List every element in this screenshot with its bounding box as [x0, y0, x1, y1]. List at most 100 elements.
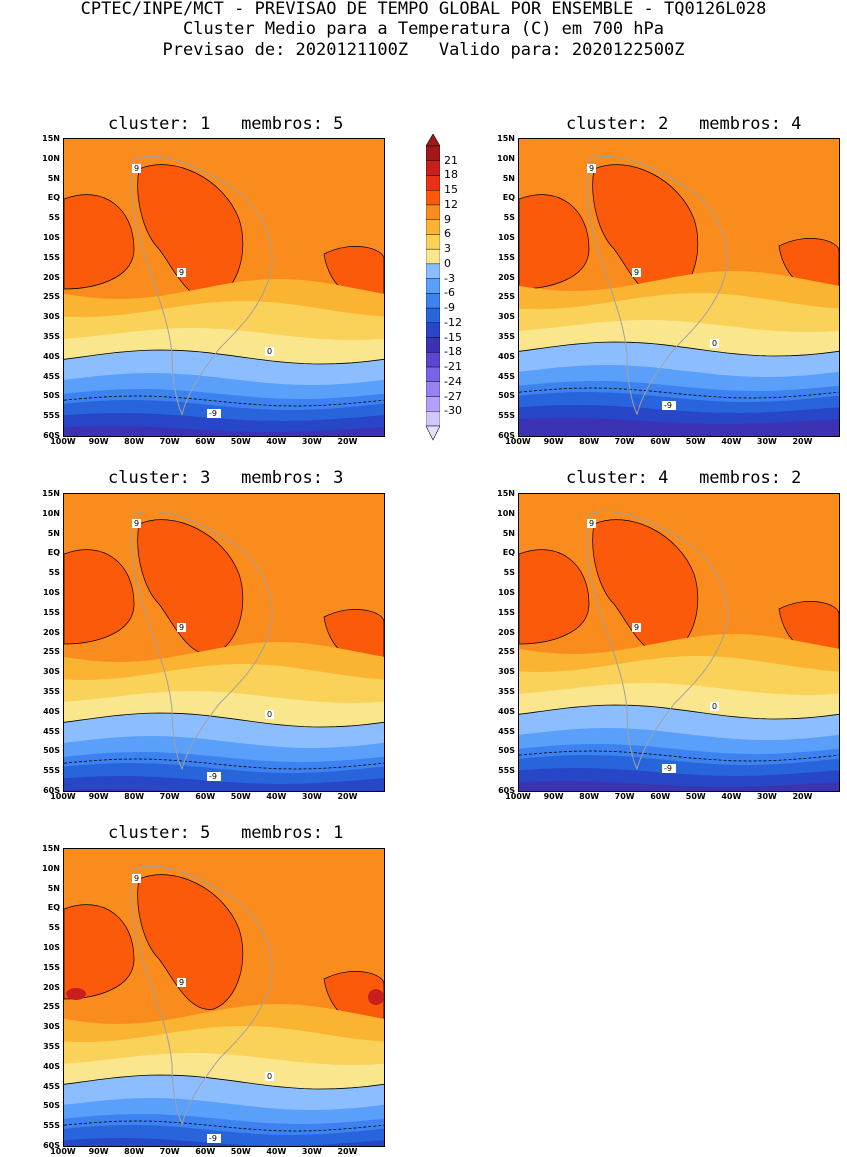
colorbar-label: -21 — [444, 360, 462, 374]
lat-tick-label: 55S — [43, 1121, 60, 1131]
header-line-2: Cluster Medio para a Temperatura (C) em … — [182, 19, 665, 39]
contour-label: -9 — [662, 764, 676, 773]
lat-tick-label: 10N — [497, 153, 515, 163]
lon-tick-label: 90W — [88, 792, 109, 801]
svg-text:-9: -9 — [209, 772, 217, 781]
lon-tick-label: 50W — [230, 1147, 251, 1156]
lon-tick-label: 20W — [337, 1147, 358, 1156]
lat-tick-label: 5S — [48, 568, 60, 578]
svg-text:-9: -9 — [209, 409, 217, 418]
panel-title-5: cluster: 5 membros: 1 — [108, 823, 343, 843]
temperature-field: 9 9 0 -9 — [519, 139, 839, 436]
lat-tick-label: EQ — [47, 193, 60, 203]
lat-tick-label: 5S — [503, 213, 515, 223]
lat-tick-label: 5N — [47, 528, 60, 538]
lat-tick-label: 10N — [42, 863, 60, 873]
lat-tick-label: 5S — [48, 213, 60, 223]
contour-label: 0 — [265, 710, 274, 719]
colorbar-swatch — [425, 190, 441, 206]
svg-text:0: 0 — [712, 702, 717, 711]
lat-tick-label: 35S — [498, 332, 515, 341]
lat-tick-label: EQ — [47, 548, 60, 558]
svg-text:9: 9 — [179, 268, 184, 277]
contour-label: 9 — [132, 164, 141, 173]
lat-tick-label: 15S — [43, 607, 60, 617]
panel-title-4: cluster: 4 membros: 2 — [566, 468, 801, 488]
temperature-field: 9 9 0 -9 — [64, 494, 384, 791]
lat-tick-label: 20S — [498, 272, 515, 282]
lat-tick-label: 40S — [43, 351, 60, 361]
lon-tick-label: 40W — [266, 1147, 287, 1156]
lon-tick-label: 20W — [337, 437, 358, 446]
colorbar-label: -24 — [444, 374, 462, 388]
lat-tick-label: 20S — [43, 627, 60, 637]
svg-text:9: 9 — [134, 519, 139, 528]
lat-tick-label: 30S — [43, 312, 60, 322]
svg-text:0: 0 — [267, 710, 272, 719]
lat-tick-label: 20S — [43, 982, 60, 992]
contour-label: 0 — [265, 1072, 274, 1081]
contour-label: 9 — [632, 268, 641, 277]
colorbar-label: -30 — [444, 404, 462, 418]
contour-label: -9 — [207, 409, 221, 418]
lat-tick-label: 60S — [498, 786, 515, 795]
lon-tick-label: 70W — [614, 437, 635, 446]
cluster-number: cluster: 1 — [108, 114, 211, 134]
lon-tick-label: 30W — [756, 437, 777, 446]
svg-text:-9: -9 — [209, 1134, 217, 1143]
temperature-field: 9 9 0 -9 — [519, 494, 839, 791]
contour-label: 0 — [710, 339, 719, 348]
lat-tick-label: 15N — [42, 134, 60, 143]
lat-tick-label: 45S — [43, 726, 60, 736]
lat-tick-label: 50S — [498, 391, 515, 401]
colorbar-swatch — [425, 352, 441, 368]
lon-tick-label: 60W — [195, 437, 216, 446]
contour-label: -9 — [207, 1134, 221, 1143]
map-panel-1: 9 9 0 -9 — [63, 138, 385, 437]
svg-text:9: 9 — [589, 164, 594, 173]
lon-tick-label: 50W — [685, 437, 706, 446]
lat-tick-label: 35S — [498, 687, 515, 696]
colorbar-swatch — [425, 219, 441, 235]
members-count: membros: 2 — [668, 468, 802, 488]
colorbar-label: -3 — [444, 271, 455, 285]
lat-tick-label: 40S — [498, 351, 515, 361]
svg-text:9: 9 — [179, 978, 184, 987]
lon-tick-label: 80W — [124, 437, 145, 446]
map-panel-2: 9 9 0 -9 — [518, 138, 840, 437]
lat-tick-label: 60S — [498, 431, 515, 440]
contour-label: 9 — [587, 164, 596, 173]
colorbar-swatch — [425, 263, 441, 279]
svg-text:0: 0 — [712, 339, 717, 348]
members-count: membros: 3 — [210, 468, 344, 488]
lat-tick-label: 35S — [43, 332, 60, 341]
colorbar-swatch — [425, 381, 441, 397]
lat-tick-label: 15S — [43, 962, 60, 972]
contour-label: 9 — [177, 978, 186, 987]
lon-tick-label: 60W — [195, 792, 216, 801]
temperature-field: 9 9 0 -9 — [64, 139, 384, 436]
svg-text:0: 0 — [267, 1072, 272, 1081]
colorbar-swatch — [425, 234, 441, 250]
lat-tick-label: 30S — [498, 312, 515, 322]
panel-title-2: cluster: 2 membros: 4 — [566, 114, 801, 134]
header-line-1: CPTEC/INPE/MCT - PREVISAO DE TEMPO GLOBA… — [80, 0, 767, 19]
lat-tick-label: 40S — [498, 706, 515, 716]
svg-text:-9: -9 — [664, 401, 672, 410]
colorbar-label: -9 — [444, 301, 455, 315]
lat-tick-label: 45S — [498, 726, 515, 736]
lat-tick-label: 5N — [502, 528, 515, 538]
lon-tick-label: 70W — [159, 437, 180, 446]
colorbar — [425, 133, 441, 446]
colorbar-swatch — [425, 307, 441, 324]
cluster-number: cluster: 5 — [108, 823, 211, 843]
lat-tick-label: 15N — [42, 489, 60, 498]
colorbar-top-arrow — [425, 133, 441, 147]
lat-tick-label: 15S — [498, 252, 515, 262]
lon-tick-label: 40W — [266, 792, 287, 801]
colorbar-swatch — [425, 293, 441, 309]
contour-label: 9 — [177, 268, 186, 277]
lat-tick-label: 10N — [42, 153, 60, 163]
lat-tick-label: 35S — [43, 1042, 60, 1051]
lat-tick-label: 5S — [48, 923, 60, 933]
